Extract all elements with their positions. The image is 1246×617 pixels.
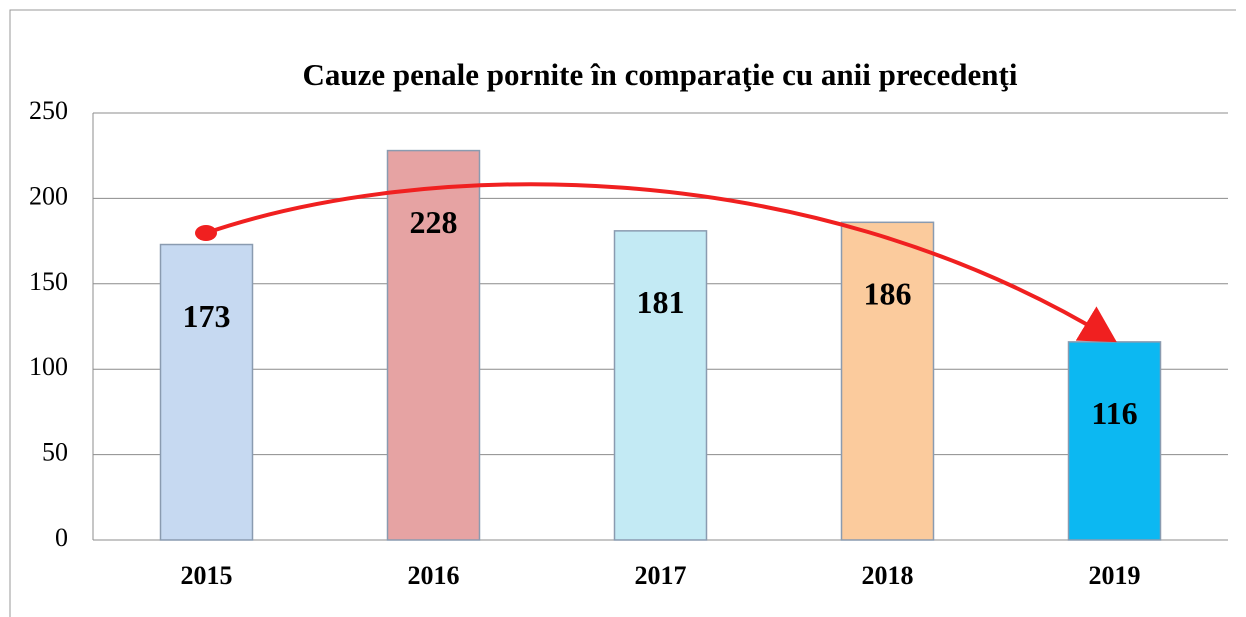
bar [386,149,481,541]
x-tick-label: 2015 [181,561,233,590]
bar [840,221,935,541]
y-tick-label: 100 [29,352,68,381]
bar [1067,341,1162,541]
x-tick-label: 2019 [1089,561,1141,590]
data-label: 181 [637,284,685,320]
frame [9,9,1236,617]
data-label: 228 [410,204,458,240]
data-label: 173 [183,298,231,334]
x-tick-label: 2016 [408,561,460,590]
y-tick-label: 150 [29,267,68,296]
x-tick-label: 2018 [862,561,914,590]
data-label: 116 [1091,395,1137,431]
x-tick-label: 2017 [635,561,687,590]
y-tick-label: 250 [29,96,68,125]
y-tick-label: 0 [55,523,68,552]
bar [613,230,708,541]
chart-title: Cauze penale pornite în comparaţie cu an… [303,57,1018,92]
data-label: 186 [864,276,912,312]
plot-area: 0 50 100 150 200 250 2015 173 2016 228 2017 181 2018… [29,96,1228,590]
y-tick-label: 200 [29,181,68,210]
trend-arrow [205,182,1117,343]
bar [159,243,254,541]
y-tick-label: 50 [42,438,68,467]
